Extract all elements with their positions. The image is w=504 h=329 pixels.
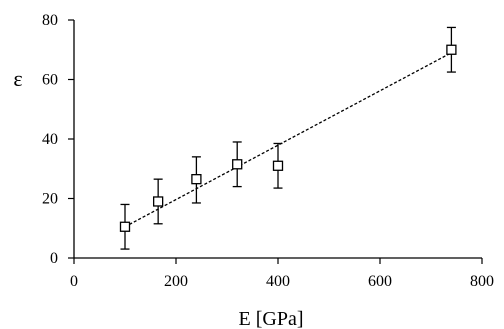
x-tick-labels: 0 200 400 600 800 xyxy=(70,273,494,290)
y-axis-label: ε xyxy=(13,66,22,91)
x-ticks xyxy=(73,258,483,264)
error-bars xyxy=(120,26,456,250)
x-tick-label: 400 xyxy=(266,273,290,290)
x-tick-label: 800 xyxy=(470,273,494,290)
y-tick-label: 40 xyxy=(42,131,58,148)
y-tick-label: 20 xyxy=(42,191,58,208)
data-point xyxy=(272,160,284,171)
y-ticks xyxy=(68,19,74,259)
x-tick-label: 0 xyxy=(70,273,78,290)
x-axis-label: E [GPa] xyxy=(239,308,304,329)
y-tick-label: 0 xyxy=(50,250,58,267)
x-tick-label: 600 xyxy=(368,273,392,290)
data-points xyxy=(119,44,457,232)
x-tick-label: 200 xyxy=(164,273,188,290)
trendline xyxy=(124,52,452,228)
data-point xyxy=(191,174,202,185)
y-tick-labels: 0 20 40 60 80 xyxy=(42,12,58,267)
data-point xyxy=(152,196,164,207)
data-point xyxy=(119,221,131,232)
data-point xyxy=(232,159,243,170)
axes xyxy=(73,20,482,259)
data-point xyxy=(446,44,457,55)
y-tick-label: 60 xyxy=(42,72,58,89)
trendline-dashed xyxy=(124,52,452,228)
y-tick-label: 80 xyxy=(42,12,58,29)
